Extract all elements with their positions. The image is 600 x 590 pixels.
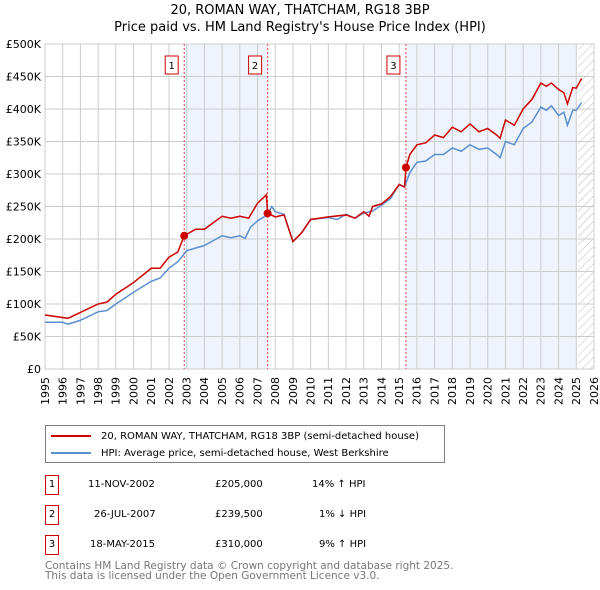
x-tick-label: 2010 (304, 377, 317, 405)
x-tick-label: 1995 (39, 377, 52, 405)
legend: 20, ROMAN WAY, THATCHAM, RG18 3BP (semi-… (45, 425, 445, 463)
sale-hpi: 9% ↑ HPI (319, 539, 367, 550)
x-tick-label: 2012 (340, 377, 353, 405)
plot-frame (44, 43, 595, 370)
sale-price: £239,500 (215, 509, 263, 520)
legend-item-hpi: HPI: Average price, semi-detached house,… (51, 445, 389, 461)
sale-label-box (164, 55, 179, 75)
x-tick-label: 2024 (552, 377, 565, 405)
x-tick-label: 2011 (322, 377, 335, 405)
sale-marker: 3 (45, 535, 59, 555)
sale-label-box (248, 55, 263, 75)
legend-label: HPI: Average price, semi-detached house,… (101, 447, 389, 459)
sale-marker: 2 (45, 505, 59, 525)
x-tick-label: 2015 (393, 377, 406, 405)
sale-label-box (386, 55, 401, 75)
x-tick-label: 2007 (251, 377, 264, 405)
chart-subtitle: Price paid vs. HM Land Registry's House … (114, 20, 486, 35)
x-tick-label: 2022 (517, 377, 530, 405)
footer-line: Contains HM Land Registry data © Crown c… (45, 560, 454, 572)
sale-date: 11-NOV-2002 (88, 479, 155, 490)
x-tick-label: 1999 (110, 377, 123, 405)
sale-row: 3 18-MAY-2015 £310,000 9% ↑ HPI (45, 535, 445, 555)
sale-hpi: 1% ↓ HPI (319, 509, 367, 520)
x-tick-label: 2016 (411, 377, 424, 405)
x-tick-label: 2014 (375, 377, 388, 405)
y-tick-label: £400K (6, 103, 42, 116)
sale-price: £205,000 (215, 479, 263, 490)
legend-label: 20, ROMAN WAY, THATCHAM, RG18 3BP (semi-… (101, 430, 419, 442)
y-tick-label: £350K (6, 136, 42, 149)
y-tick-label: £100K (6, 298, 42, 311)
y-tick-label: £50K (13, 331, 42, 344)
y-tick-label: £150K (6, 266, 42, 279)
x-tick-label: 2019 (464, 377, 477, 405)
legend-item-property: 20, ROMAN WAY, THATCHAM, RG18 3BP (semi-… (51, 428, 419, 444)
x-tick-label: 2026 (588, 377, 600, 405)
price-chart: 1995 1996 1997 1998 1999 2000 2001 2002 2003 2004… (6, 38, 600, 405)
x-tick-label: 2000 (127, 377, 140, 405)
chart-title: 20, ROMAN WAY, THATCHAM, RG18 3BP (170, 3, 430, 18)
sale-date: 26-JUL-2007 (94, 509, 156, 520)
x-tick-label: 2013 (358, 377, 371, 405)
y-tick-label: £250K (6, 201, 42, 214)
sale-point (401, 163, 410, 172)
x-tick-label: 1998 (92, 377, 105, 405)
y-tick-label: £300K (6, 168, 42, 181)
x-tick-label: 2020 (482, 377, 495, 405)
x-tick-label: 2021 (499, 377, 512, 405)
sale-date: 18-MAY-2015 (90, 539, 156, 550)
x-tick-label: 1996 (57, 377, 70, 405)
sale-label: 2 (252, 61, 258, 72)
sale-point (263, 209, 272, 218)
y-tick-label: £0 (27, 363, 41, 376)
footer-line: This data is licensed under the Open Gov… (45, 570, 380, 582)
sale-price: £310,000 (215, 539, 263, 550)
x-tick-label: 2003 (181, 377, 194, 405)
sale-point (180, 231, 189, 240)
x-tick-label: 2005 (216, 377, 229, 405)
sale-row: 2 26-JUL-2007 £239,500 1% ↓ HPI (45, 505, 445, 525)
sale-marker: 1 (45, 475, 59, 495)
x-tick-label: 2004 (198, 377, 211, 405)
sale-hpi: 14% ↑ HPI (312, 479, 366, 490)
footer: Contains HM Land Registry data © Crown c… (45, 560, 454, 582)
y-tick-label: £450K (6, 71, 42, 84)
x-tick-label: 1997 (74, 377, 87, 405)
x-tick-label: 2018 (446, 377, 459, 405)
x-tick-label: 2008 (269, 377, 282, 405)
x-tick-label: 2001 (145, 377, 158, 405)
x-tick-label: 2017 (428, 377, 441, 405)
x-tick-label: 2006 (234, 377, 247, 405)
x-tick-label: 2025 (570, 377, 583, 405)
x-tick-label: 2009 (287, 377, 300, 405)
sale-row: 1 11-NOV-2002 £205,000 14% ↑ HPI (45, 475, 445, 495)
sale-label: 1 (169, 61, 175, 72)
sale-label: 3 (390, 61, 396, 72)
x-tick-label: 2002 (163, 377, 176, 405)
series-line (44, 78, 583, 320)
y-tick-label: £200K (6, 233, 42, 246)
y-tick-label: £500K (6, 38, 42, 51)
x-tick-label: 2023 (535, 377, 548, 405)
